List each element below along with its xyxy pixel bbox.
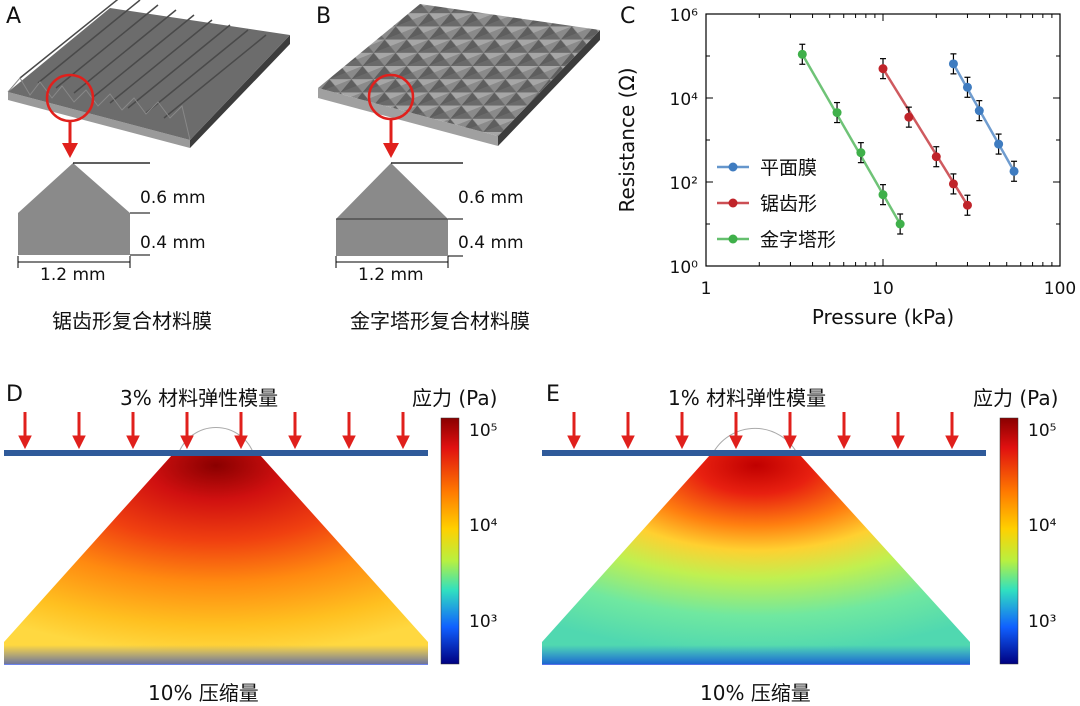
y-axis-label: Resistance (Ω) [615, 67, 639, 212]
dim-top-b: 0.6 mm [458, 188, 524, 208]
pressure-arrows-e [567, 412, 959, 450]
bottom-label-d: 10% 压缩量 [148, 681, 259, 705]
data-point [948, 59, 958, 69]
y-tick-label: 10² [670, 174, 698, 194]
data-point [878, 64, 888, 74]
colorbar-title-e: 应力 (Pa) [973, 386, 1059, 410]
stress-field-d [4, 426, 428, 665]
data-point [832, 108, 842, 118]
x-tick-label: 100 [1044, 279, 1076, 299]
pyramid-membrane-3d [318, 4, 600, 146]
dim-width-a: 1.2 mm [40, 265, 106, 285]
data-point [1009, 166, 1019, 176]
caption-a: 锯齿形复合材料膜 [52, 309, 212, 333]
data-point [948, 179, 958, 189]
panel-letter-b: B [316, 4, 332, 29]
colorbar-d-tick-1e3: 10³ [469, 612, 498, 632]
legend-label: 平面膜 [760, 157, 817, 179]
data-point [962, 82, 972, 92]
legend-marker [728, 198, 738, 208]
panel-letter-d: D [6, 382, 23, 407]
sawtooth-membrane-3d [7, 0, 290, 148]
pressure-plate-d [4, 450, 428, 456]
dim-bottom-b: 0.4 mm [458, 233, 524, 253]
pyramid-cross-section [336, 163, 448, 256]
x-axis-label: Pressure (kPa) [812, 305, 954, 329]
dim-bottom-a: 0.4 mm [140, 233, 206, 253]
panel-letter-c: C [620, 4, 636, 29]
x-tick-label: 10 [872, 279, 894, 299]
stress-field-e [542, 427, 970, 665]
x-tick-label: 1 [701, 279, 712, 299]
legend-label: 锯齿形 [760, 193, 817, 215]
data-point [895, 219, 905, 229]
bottom-label-e: 10% 压缩量 [700, 681, 811, 705]
data-point [962, 200, 972, 210]
colorbar-title-d: 应力 (Pa) [412, 386, 498, 410]
title-e: 1% 材料弹性模量 [668, 386, 827, 410]
colorbar-e-tick-1e3: 10³ [1028, 612, 1057, 632]
dim-top-a: 0.6 mm [140, 188, 206, 208]
panel-letter-a: A [6, 4, 22, 29]
dim-width-b: 1.2 mm [358, 265, 424, 285]
data-point [878, 190, 888, 200]
legend-marker [728, 162, 738, 172]
data-point [797, 49, 807, 59]
data-point [994, 139, 1004, 149]
caption-b: 金字塔形复合材料膜 [350, 309, 530, 333]
legend-marker [728, 234, 738, 244]
y-tick-label: 10⁰ [670, 258, 699, 278]
y-tick-label: 10⁴ [670, 90, 699, 110]
down-arrow-b [383, 143, 399, 158]
title-d: 3% 材料弹性模量 [120, 386, 279, 410]
legend-label: 金字塔形 [760, 229, 836, 251]
panel-letter-e: E [546, 382, 560, 407]
colorbar-d-tick-1e5: 10⁵ [469, 421, 498, 441]
data-point [931, 152, 941, 162]
pressure-arrows-d [18, 412, 410, 450]
colorbar-e-tick-1e4: 10⁴ [1028, 516, 1057, 536]
data-point [904, 112, 914, 122]
colorbar-e-tick-1e5: 10⁵ [1028, 421, 1057, 441]
y-tick-label: 10⁶ [670, 6, 699, 26]
data-point [856, 148, 866, 158]
colorbar-e [999, 417, 1019, 665]
colorbar-d [440, 417, 460, 665]
down-arrow-a [62, 143, 78, 158]
colorbar-d-tick-1e4: 10⁴ [469, 516, 498, 536]
data-point [974, 106, 984, 116]
pressure-plate-e [542, 450, 986, 456]
sawtooth-cross-section [18, 163, 130, 255]
series-line [952, 63, 1016, 172]
